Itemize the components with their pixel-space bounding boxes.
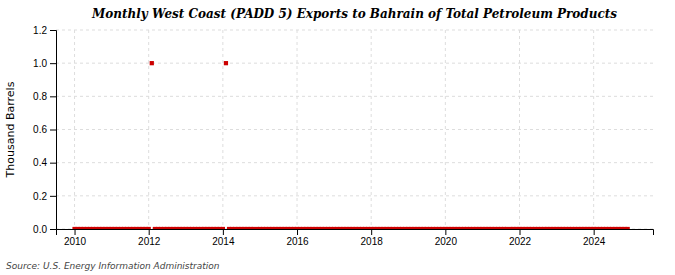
tick-label: 2022 — [509, 236, 532, 247]
title: Monthly West Coast (PADD 5) Exports to B… — [91, 7, 617, 21]
tick: 2012 — [138, 229, 161, 247]
tick-label: 2014 — [212, 236, 235, 247]
tick-label: 2020 — [435, 236, 458, 247]
tick-mark — [520, 229, 521, 235]
tick-label: 0.4 — [33, 157, 47, 168]
grid-line — [56, 162, 653, 163]
tick-mark — [149, 229, 150, 235]
tick-mark — [371, 229, 372, 235]
y-axis-title: Thousand Barrels — [4, 81, 17, 178]
tick-label: 2010 — [64, 236, 87, 247]
tick-label: 1.2 — [33, 25, 47, 36]
tick-mark — [50, 130, 56, 131]
point — [150, 61, 154, 65]
tick: 0.4 — [33, 157, 56, 168]
point — [626, 227, 630, 229]
chart: 201020122014201620182020202220240.00.20.… — [0, 0, 675, 275]
tick: 2018 — [361, 229, 384, 247]
tick-mark — [445, 229, 446, 235]
grid-line — [56, 129, 653, 130]
tick-label: 1.0 — [33, 58, 47, 69]
tick: 2022 — [509, 229, 532, 247]
tick: 0.2 — [33, 191, 56, 202]
tick: 2020 — [435, 229, 458, 247]
grid-line — [222, 30, 223, 229]
points — [72, 61, 629, 229]
grid-line — [56, 96, 653, 97]
axis-line — [50, 31, 57, 230]
point — [224, 61, 228, 65]
tick-mark — [594, 229, 595, 235]
plot: 201020122014201620182020202220240.00.20.… — [33, 25, 653, 247]
point — [221, 227, 225, 229]
tick-label: 0.0 — [33, 224, 47, 235]
tick-mark — [223, 229, 224, 235]
tick-mark — [50, 229, 56, 230]
axis-line — [57, 230, 654, 236]
tick: 1.2 — [33, 25, 56, 36]
tick: 2024 — [583, 229, 606, 247]
tick: 2010 — [64, 229, 87, 247]
tick: 0.0 — [33, 224, 56, 235]
grid-line — [593, 30, 594, 229]
grid — [56, 30, 653, 229]
tick-mark — [50, 30, 56, 31]
tick-label: 2024 — [583, 236, 606, 247]
tick-mark — [75, 229, 76, 235]
tick-mark — [50, 196, 56, 197]
grid-line — [56, 30, 653, 31]
tick-mark — [50, 63, 56, 64]
y-axis: 0.0 0.2 0.4 0.6 0.8 1.0 1.2 — [33, 25, 56, 235]
tick-mark — [50, 96, 56, 97]
tick-label: 0.8 — [33, 91, 47, 102]
tick-mark — [297, 229, 298, 235]
annotation: Source: U.S. Energy Information Administ… — [6, 261, 220, 271]
tick: 2014 — [212, 229, 235, 247]
tick-label: 2018 — [361, 236, 384, 247]
tick: 0.8 — [33, 91, 56, 102]
x-axis: 2010 2012 2014 2016 2018 2020 2022 2024 — [57, 229, 654, 247]
grid-line — [56, 195, 653, 196]
tick-label: 0.6 — [33, 124, 47, 135]
grid-line — [445, 30, 446, 229]
tick-label: 2012 — [138, 236, 161, 247]
tick-mark — [50, 163, 56, 164]
tick-label: 2016 — [286, 236, 309, 247]
point — [147, 227, 151, 229]
tick: 0.6 — [33, 124, 56, 135]
tick-label: 0.2 — [33, 191, 47, 202]
tick: 2016 — [286, 229, 309, 247]
grid-line — [56, 63, 653, 64]
tick: 1.0 — [33, 58, 56, 69]
